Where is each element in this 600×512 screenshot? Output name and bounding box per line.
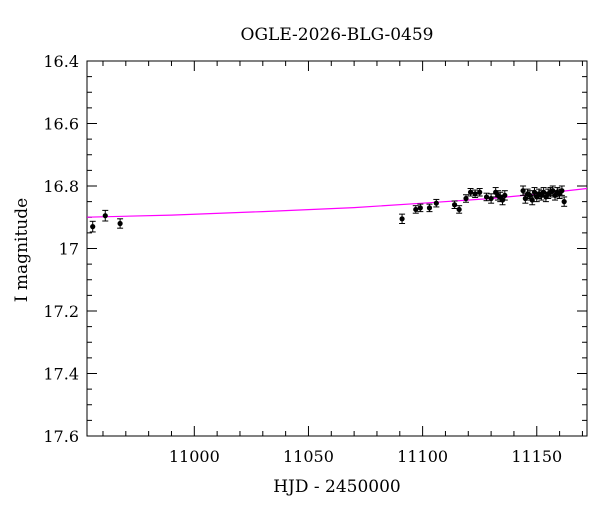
data-point <box>451 202 458 208</box>
data-point <box>417 205 423 211</box>
data-point <box>413 206 419 213</box>
x-axis-label: HJD - 2450000 <box>273 477 401 497</box>
data-point <box>117 220 123 227</box>
data-point <box>561 199 567 205</box>
data-point <box>463 195 469 202</box>
x-tick-label: 11150 <box>511 447 562 466</box>
data-point <box>483 194 490 200</box>
y-tick-label: 16.8 <box>43 177 79 196</box>
data-point <box>433 200 439 206</box>
data-point <box>399 216 405 222</box>
x-axis-ticks: 11000 11050 11100 11150 <box>102 61 583 466</box>
y-tick-label: 17.2 <box>43 302 79 321</box>
model-curve-group <box>86 187 588 218</box>
chart-title: OGLE-2026-BLG-0459 <box>241 25 434 45</box>
data-point <box>102 213 108 219</box>
data-point <box>488 195 494 202</box>
y-tick-label: 17.6 <box>43 427 79 446</box>
data-point <box>559 188 565 194</box>
y-tick-label: 17.4 <box>43 365 79 384</box>
data-point <box>529 197 535 203</box>
data-point <box>502 192 508 198</box>
y-tick-label: 17 <box>59 240 79 259</box>
data-point <box>520 188 526 194</box>
data-point <box>456 206 462 213</box>
data-point <box>477 189 483 195</box>
model-curve <box>86 187 588 218</box>
data-point <box>90 224 96 230</box>
y-axis-ticks: 16.4 16.6 16.8 17 17.2 17.4 17.6 <box>43 52 587 446</box>
y-tick-label: 16.6 <box>43 115 79 134</box>
plot-border <box>86 60 588 437</box>
y-tick-label: 16.4 <box>43 52 79 71</box>
y-axis-label: I magnitude <box>12 198 32 302</box>
data-point <box>426 205 433 211</box>
data-point <box>472 191 478 197</box>
data-points-group <box>89 185 568 233</box>
x-tick-label: 11000 <box>169 447 220 466</box>
data-point <box>467 189 474 195</box>
x-tick-label: 11050 <box>283 447 334 466</box>
x-tick-label: 11100 <box>397 447 448 466</box>
plot-frame <box>86 60 588 437</box>
